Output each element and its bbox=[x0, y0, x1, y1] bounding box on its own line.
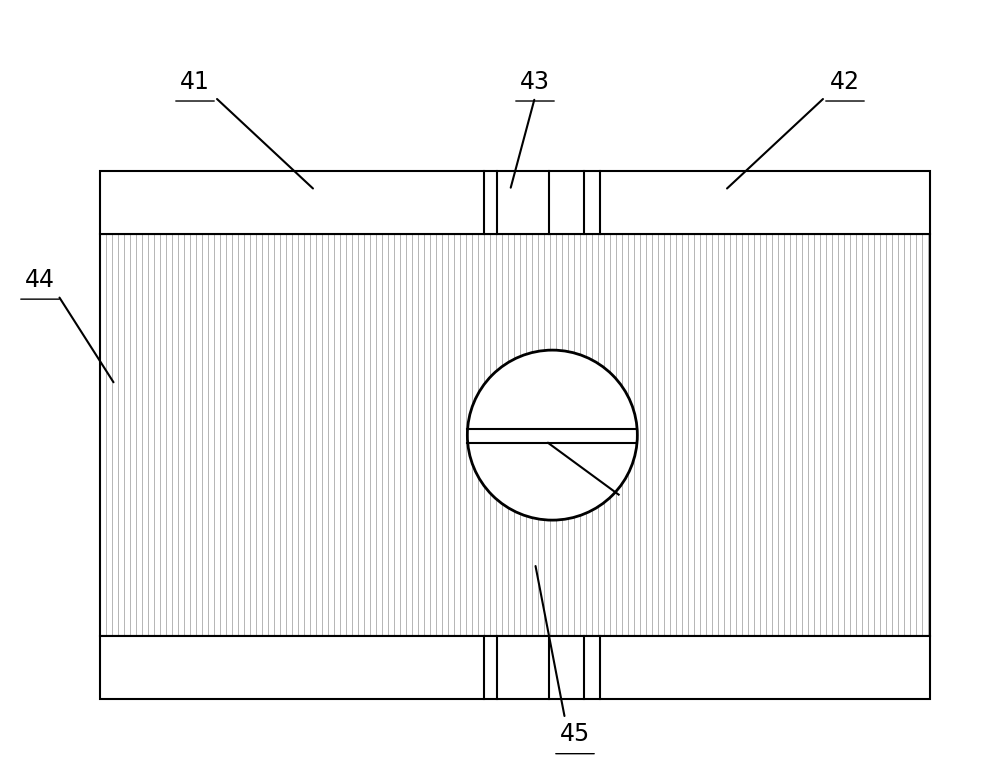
Bar bbox=[100, 235, 930, 636]
Text: 44: 44 bbox=[25, 268, 55, 291]
Text: 42: 42 bbox=[830, 70, 860, 93]
Bar bbox=[100, 636, 930, 699]
Bar bbox=[100, 171, 930, 235]
Ellipse shape bbox=[467, 350, 637, 520]
Text: 41: 41 bbox=[180, 70, 210, 93]
Text: 43: 43 bbox=[520, 70, 550, 93]
Text: 45: 45 bbox=[560, 723, 590, 746]
Bar bbox=[100, 235, 930, 636]
